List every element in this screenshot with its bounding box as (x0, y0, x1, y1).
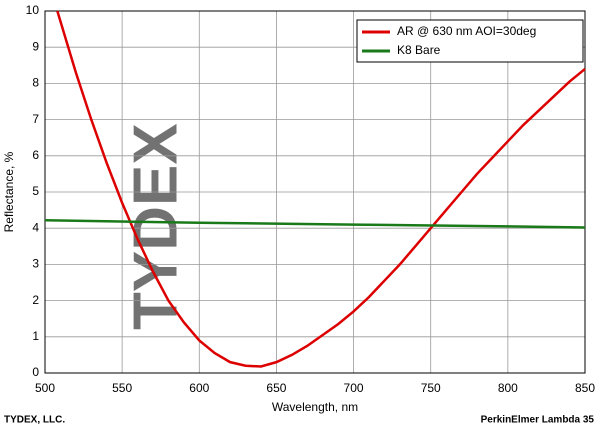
x-tick-label: 550 (112, 381, 132, 395)
footer-right: PerkinElmer Lambda 35 (481, 415, 595, 426)
y-tick-label: 5 (32, 184, 39, 198)
y-tick-label: 9 (32, 39, 39, 53)
legend-label: AR @ 630 nm AOI=30deg (397, 24, 536, 38)
y-tick-label: 6 (32, 148, 39, 162)
x-tick-label: 800 (498, 381, 518, 395)
legend-label: K8 Bare (397, 43, 441, 57)
y-axis-label: Reflectance, % (2, 151, 16, 232)
legend-box (356, 19, 584, 63)
y-tick-label: 0 (32, 365, 39, 379)
x-tick-label: 750 (421, 381, 441, 395)
plot-frame (44, 10, 586, 374)
y-tick-label: 2 (32, 293, 39, 307)
series-line (56, 10, 586, 368)
x-axis-label: Wavelength, nm (272, 400, 358, 414)
x-tick-label: 650 (266, 381, 286, 395)
x-tick-label: 500 (35, 381, 55, 395)
x-tick-label: 700 (344, 381, 364, 395)
y-tick-label: 4 (32, 220, 39, 234)
footer-left: TYDEX, LLC. (4, 415, 65, 426)
x-tick-label: 850 (575, 381, 595, 395)
y-tick-label: 7 (32, 112, 39, 126)
y-tick-label: 8 (32, 76, 39, 90)
y-tick-label: 3 (32, 257, 39, 271)
y-tick-label: 10 (26, 3, 40, 17)
x-tick-label: 600 (189, 381, 209, 395)
series-line (44, 218, 586, 229)
y-tick-label: 1 (32, 329, 39, 343)
